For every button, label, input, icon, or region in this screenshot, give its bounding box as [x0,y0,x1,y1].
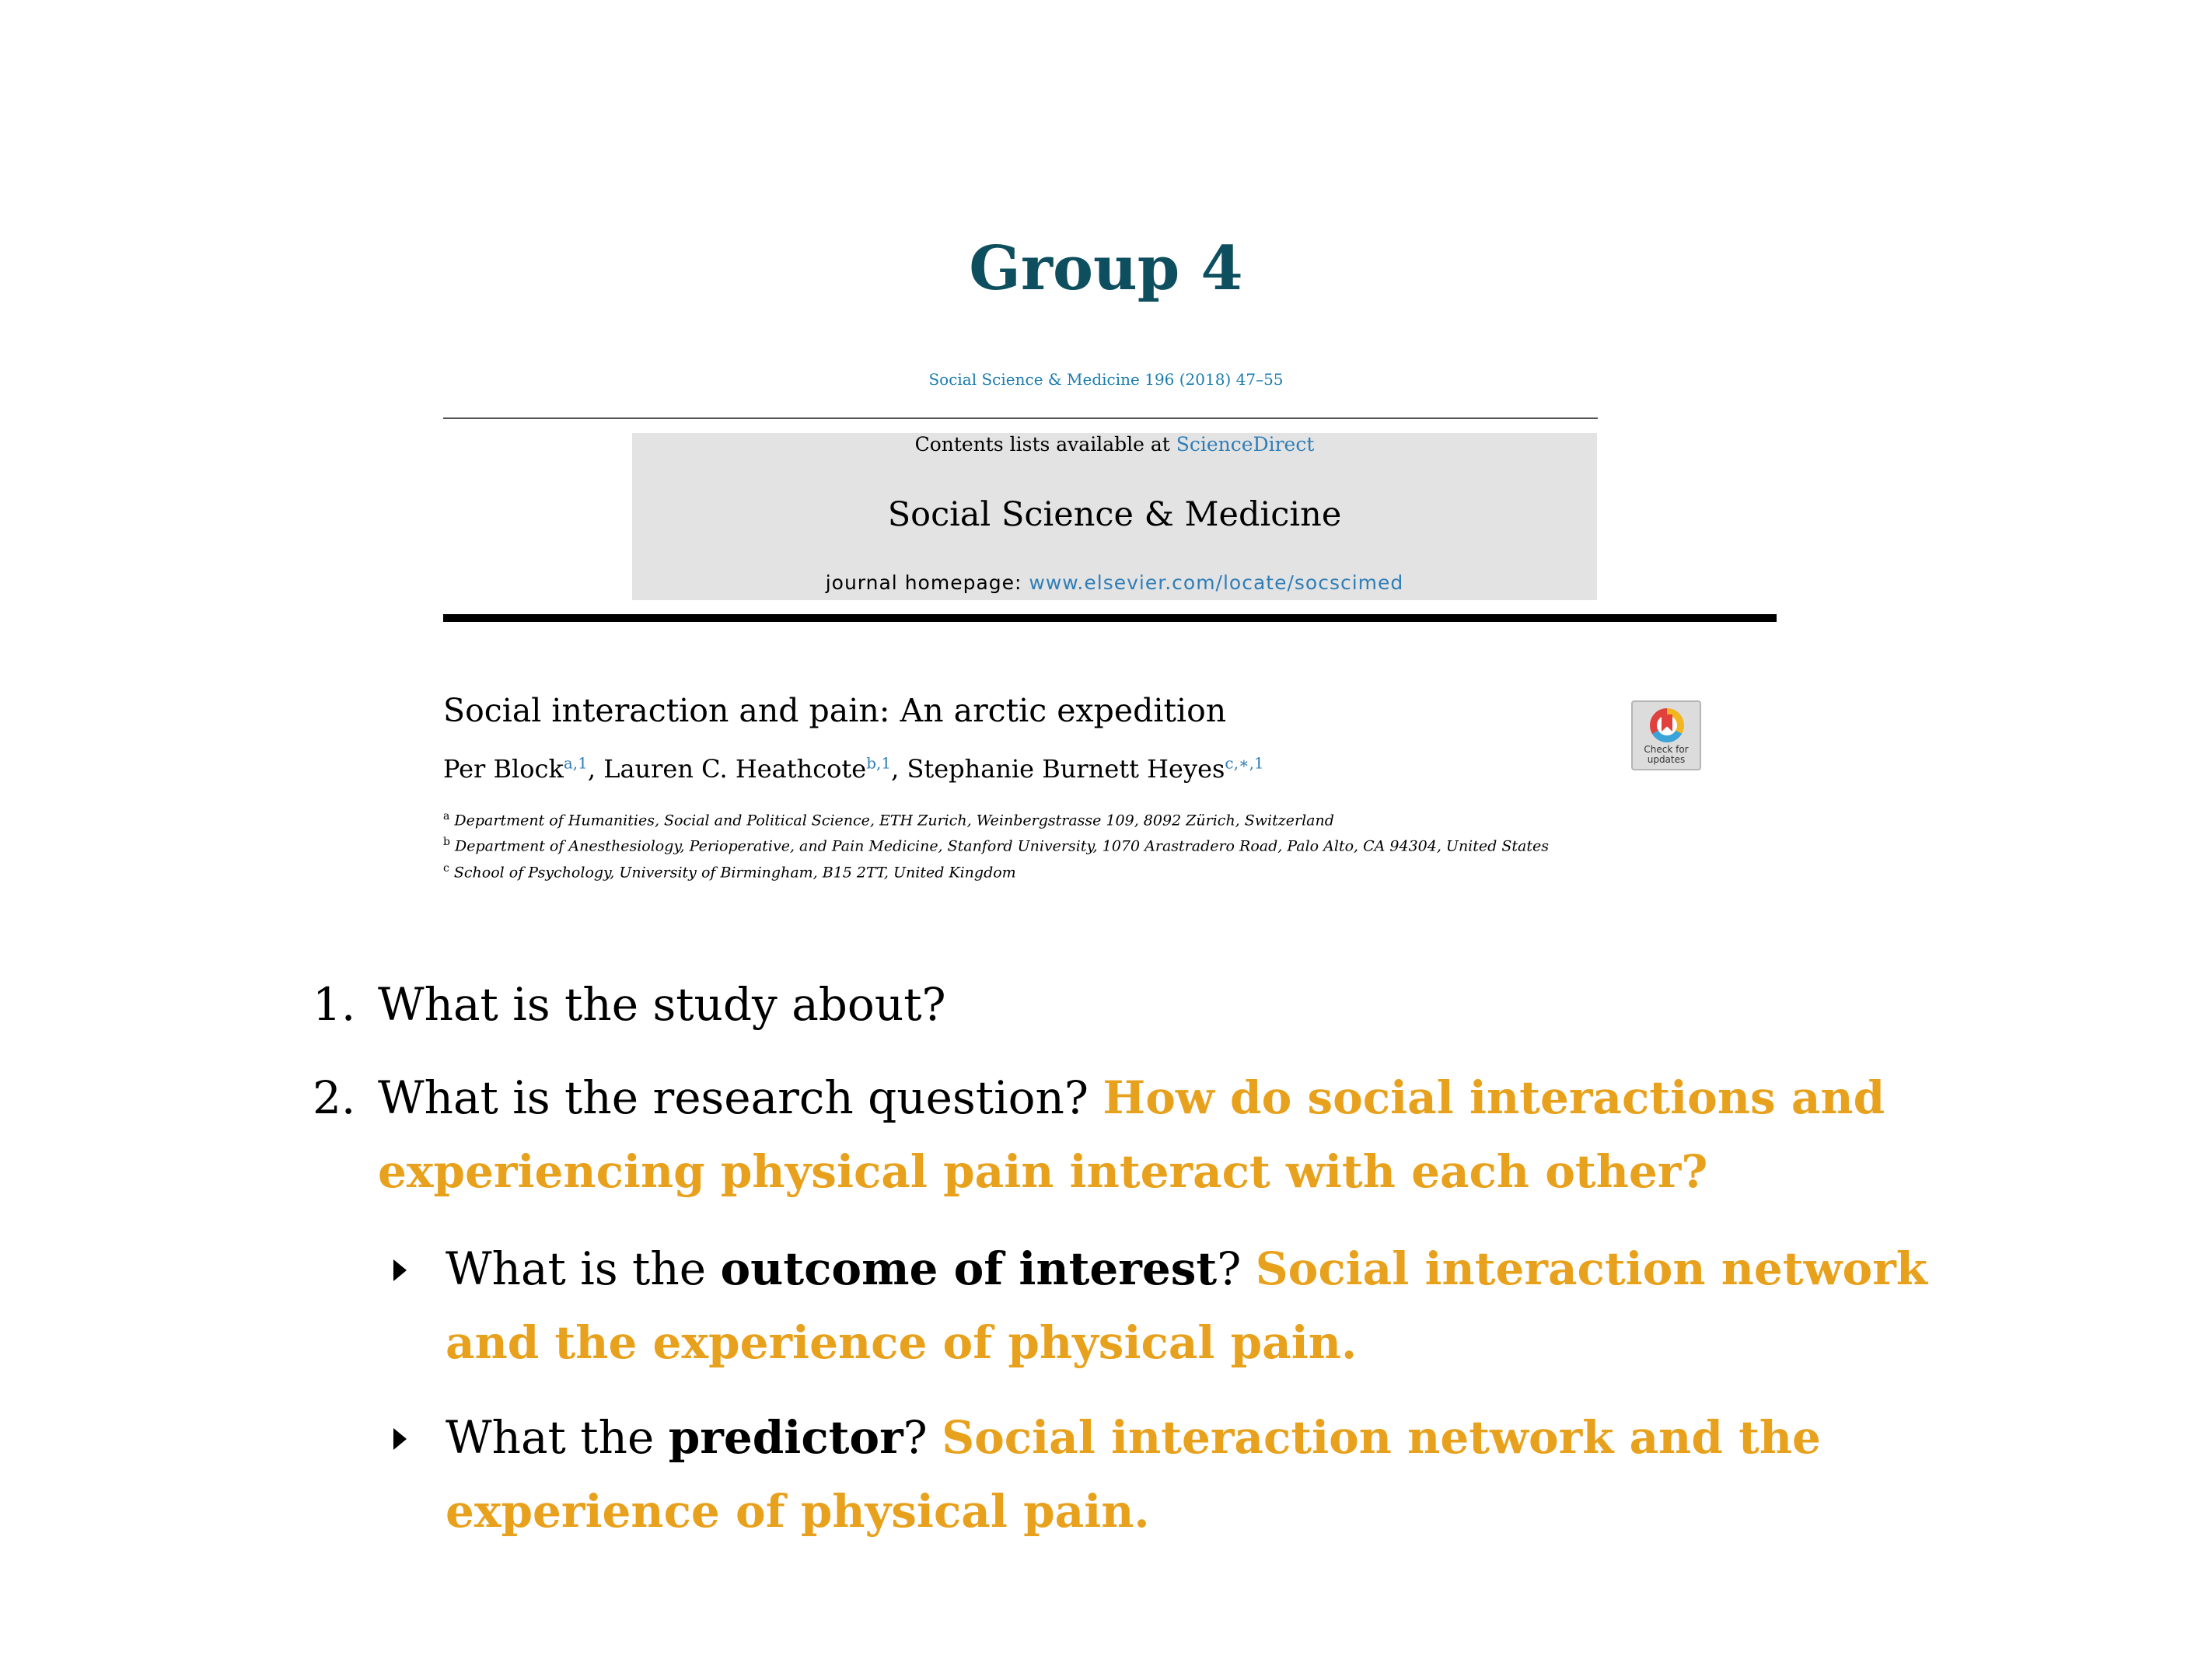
banner-divider [443,614,1777,622]
journal-citation[interactable]: Social Science & Medicine 196 (2018) 47–… [928,370,1284,389]
author-marks[interactable]: c,∗,1 [1225,753,1264,773]
affiliation-text: Department of Anesthesiology, Perioperat… [455,837,1549,855]
affiliation-text: Department of Humanities, Social and Pol… [454,812,1334,830]
subquestion-answer: Social interaction network [1255,1242,1927,1295]
bullet-arrow-icon [393,1428,407,1450]
slide-title: Group 4 [969,233,1243,304]
question-number: 1. [313,978,356,1031]
homepage-link[interactable]: www.elsevier.com/locate/socscimed [1029,571,1404,594]
subquestion-predictor: What the predictor? Social interaction n… [446,1401,1821,1475]
affiliation-key: c [443,861,449,875]
question-1: 1. [313,968,355,1042]
affiliation-list: a Department of Humanities, Social and P… [443,805,1549,883]
author-marks[interactable]: b,1 [866,753,892,773]
question-2-line-1: What is the research question? How do so… [378,1061,1885,1135]
question-2-answer: How do social interactions and [1103,1071,1885,1124]
subquestion-prefix: What the [446,1411,655,1464]
affiliation-key: a [443,810,450,823]
question-2-text: What is the research question? [378,1071,1089,1124]
author-name: Lauren C. Heathcote [603,754,867,784]
subquestion-keyword: outcome of interest [720,1242,1218,1295]
subquestion-keyword: predictor [668,1411,903,1464]
affiliation-item: a Department of Humanities, Social and P… [443,805,1549,831]
subquestion-prefix: What is the [446,1242,707,1295]
journal-banner: Contents lists available at ScienceDirec… [632,433,1597,600]
bullet-arrow-icon [393,1259,407,1281]
author-name: Per Block [443,754,564,784]
subquestion-suffix: ? [903,1411,928,1464]
question-number: 2. [313,1071,356,1124]
contents-prefix: Contents lists available at [914,433,1170,456]
subquestion-outcome: What is the outcome of interest? Social … [446,1232,1927,1306]
check-for-updates-button[interactable]: Check for updates [1631,700,1701,770]
affiliation-text: School of Psychology, University of Birm… [453,863,1016,881]
author-list: Per Blocka,1, Lauren C. Heathcoteb,1, St… [443,753,1264,784]
question-2: 2. [313,1061,355,1135]
question-2-answer-continued: experiencing physical pain interact with… [378,1145,1708,1198]
header-divider [443,417,1598,419]
author-marks[interactable]: a,1 [563,753,588,773]
check-updates-label: Check for updates [1633,745,1700,765]
subquestion-answer: Social interaction network and the [942,1411,1821,1464]
affiliation-key: b [443,836,450,849]
bookmark-icon [1662,714,1672,732]
homepage-line: journal homepage: www.elsevier.com/locat… [632,571,1597,594]
author-name: Stephanie Burnett Heyes [907,754,1225,784]
check-updates-line: updates [1647,754,1686,765]
subquestion-predictor-answer-continued: experience of physical pain. [446,1485,1150,1538]
homepage-prefix: journal homepage: [825,571,1022,594]
affiliation-item: b Department of Anesthesiology, Perioper… [443,831,1549,857]
journal-name: Social Science & Medicine [887,495,1342,534]
affiliation-item: c School of Psychology, University of Bi… [443,857,1549,883]
sciencedirect-link[interactable]: ScienceDirect [1176,433,1315,456]
paper-title: Social interaction and pain: An arctic e… [443,692,1227,729]
contents-line: Contents lists available at ScienceDirec… [632,433,1597,456]
subquestion-suffix: ? [1217,1242,1242,1295]
check-updates-line: Check for [1644,744,1689,755]
question-1-text: What is the study about? [378,978,946,1031]
subquestion-outcome-answer-continued: and the experience of physical pain. [446,1316,1358,1369]
